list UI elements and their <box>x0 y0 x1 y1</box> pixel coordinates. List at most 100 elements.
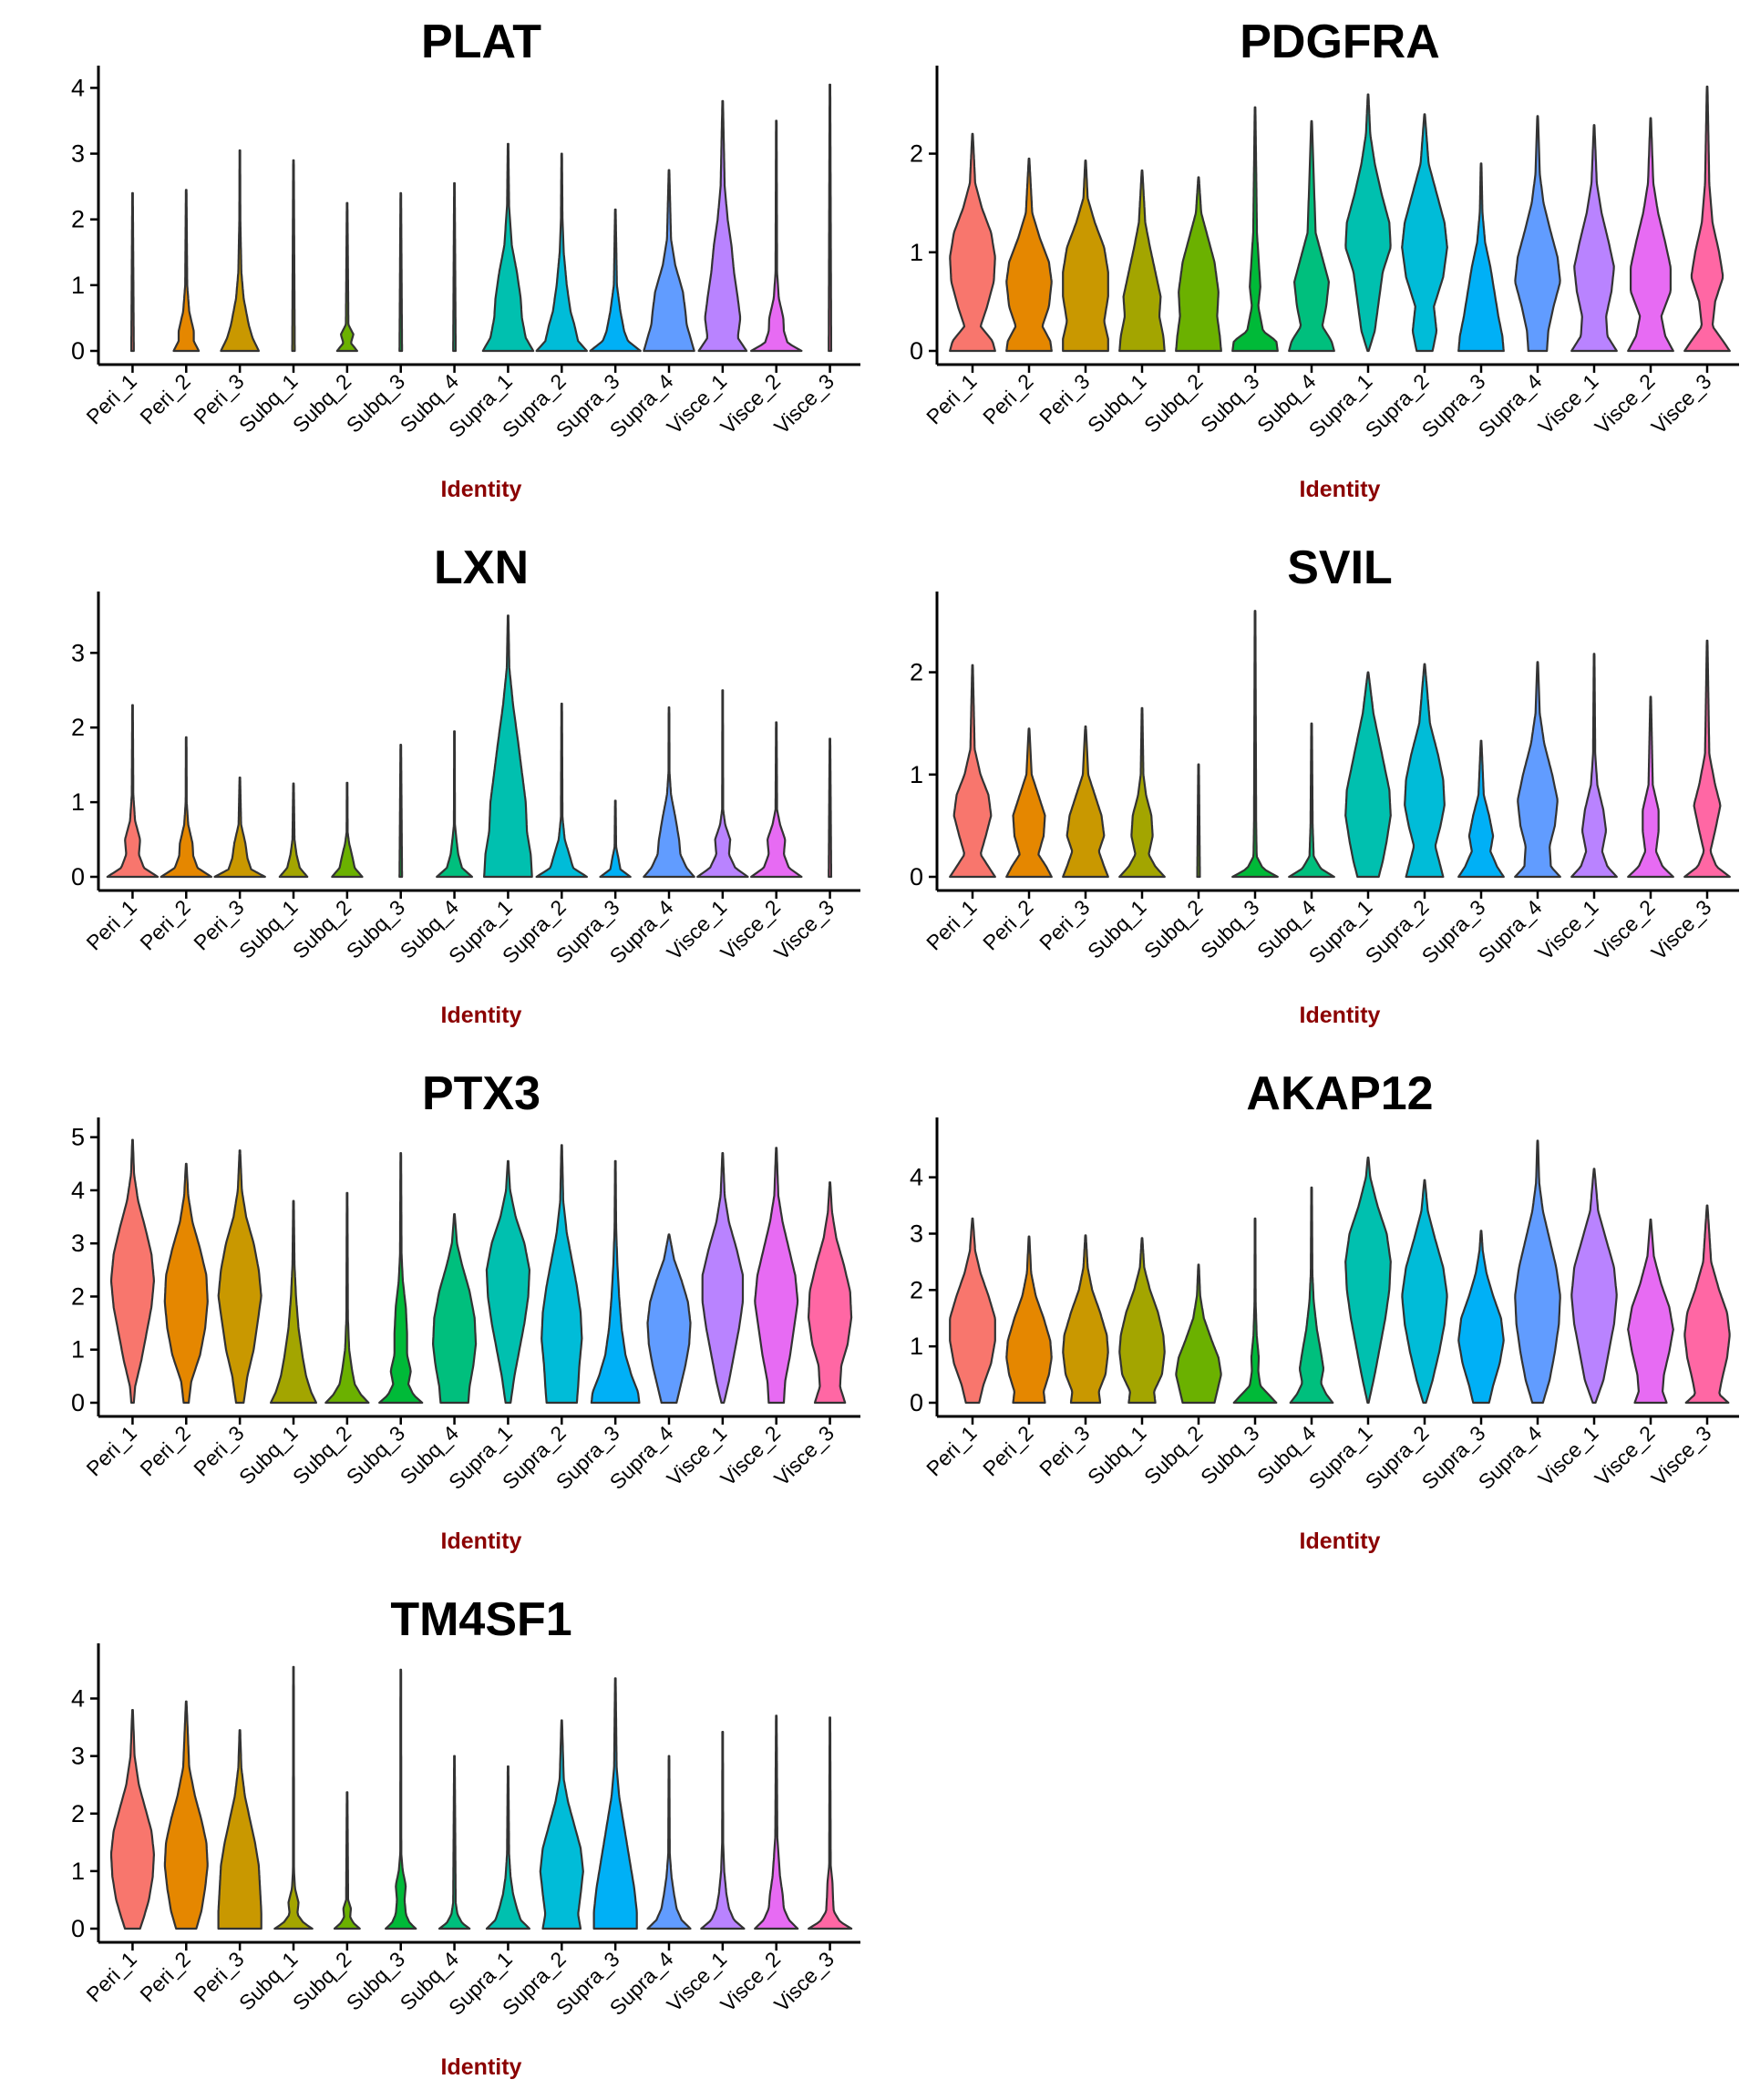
violin-subq-3 <box>398 191 404 353</box>
violin-peri-2 <box>163 1700 209 1930</box>
violin-visce-1 <box>1570 653 1618 879</box>
violin-visce-2 <box>754 1714 799 1930</box>
y-tick-label: 1 <box>910 239 923 266</box>
violin-supra-4 <box>643 169 695 353</box>
violin-peri-2 <box>1005 157 1053 353</box>
violin-visce-2 <box>1627 695 1674 879</box>
y-tick-label: 4 <box>71 74 85 101</box>
violin-subq-3 <box>398 744 404 879</box>
violin-supra-2 <box>1401 1179 1448 1405</box>
y-tick-label: 3 <box>71 639 85 666</box>
violin-subq-4 <box>432 1213 478 1405</box>
violin-visce-3 <box>1683 85 1731 353</box>
violin-subq-2 <box>1196 763 1201 879</box>
violin-subq-4 <box>1288 722 1335 879</box>
violin-peri-1 <box>949 132 996 353</box>
violin-supra-2 <box>1404 663 1446 879</box>
violin-subq-3 <box>1231 610 1279 879</box>
panel-title: PTX3 <box>422 1067 540 1120</box>
y-tick-label: 0 <box>71 1915 85 1942</box>
violin-visce-2 <box>750 119 803 353</box>
y-tick-label: 0 <box>910 337 923 365</box>
y-tick-label: 1 <box>910 1333 923 1360</box>
violin-supra-4 <box>643 706 695 879</box>
violin-peri-3 <box>217 1149 262 1405</box>
panel-title: PLAT <box>421 15 541 68</box>
violin-subq-4 <box>438 1755 471 1930</box>
y-tick-label: 2 <box>910 659 923 686</box>
y-tick-label: 1 <box>71 1336 85 1364</box>
violin-peri-2 <box>172 189 201 353</box>
violin-supra-1 <box>1344 93 1392 353</box>
violin-subq-3 <box>378 1152 424 1405</box>
violin-subq-1 <box>1118 169 1166 353</box>
y-tick-label: 1 <box>910 761 923 788</box>
violin-subq-4 <box>436 730 473 879</box>
y-tick-label: 2 <box>71 206 85 233</box>
violin-subq-3 <box>1231 106 1279 353</box>
violin-subq-1 <box>291 159 296 353</box>
violin-subq-1 <box>270 1199 317 1405</box>
violin-supra-3 <box>589 208 642 353</box>
y-tick-label: 1 <box>71 788 85 816</box>
x-axis-title: Identity <box>1300 1529 1381 1554</box>
x-axis-title: Identity <box>441 1529 522 1554</box>
violin-visce-1 <box>1570 1168 1618 1405</box>
violin-supra-1 <box>483 614 533 879</box>
violin-supra-4 <box>1514 661 1561 879</box>
violin-supra-2 <box>540 1144 583 1405</box>
y-tick-label: 2 <box>910 140 923 168</box>
violin-peri-2 <box>1005 1235 1053 1405</box>
violin-visce-1 <box>697 99 748 353</box>
violin-supra-4 <box>1514 1139 1561 1405</box>
violin-subq-1 <box>273 1665 314 1930</box>
violin-supra-4 <box>646 1233 692 1405</box>
violin-subq-1 <box>278 782 309 879</box>
y-tick-label: 0 <box>71 1389 85 1416</box>
violin-supra-2 <box>1401 113 1448 353</box>
y-tick-label: 3 <box>71 1230 85 1257</box>
violin-peri-2 <box>160 736 212 879</box>
panel-title: SVIL <box>1287 541 1393 594</box>
violin-subq-2 <box>1175 1263 1222 1405</box>
violin-supra-1 <box>1344 671 1392 879</box>
violin-peri-3 <box>213 777 266 879</box>
violin-visce-3 <box>1683 1204 1731 1405</box>
violin-supra-2 <box>539 1719 584 1930</box>
x-axis-title: Identity <box>441 2054 522 2080</box>
violin-subq-4 <box>1289 1186 1334 1405</box>
violin-peri-1 <box>109 1138 155 1405</box>
violin-supra-4 <box>1514 115 1561 353</box>
violin-visce-3 <box>1683 639 1731 879</box>
panel-title: PDGFRA <box>1240 15 1440 68</box>
violin-peri-3 <box>217 1729 262 1930</box>
violin-visce-2 <box>1627 1218 1674 1405</box>
violin-supra-3 <box>1457 739 1505 879</box>
violin-supra-1 <box>481 142 535 353</box>
x-axis-title: Identity <box>441 1003 522 1028</box>
violin-peri-3 <box>1062 725 1109 879</box>
violin-supra-1 <box>485 1765 530 1930</box>
violin-supra-3 <box>599 799 632 879</box>
violin-peri-1 <box>129 191 135 353</box>
panel-title: LXN <box>434 541 529 594</box>
y-tick-label: 2 <box>71 714 85 741</box>
violin-peri-1 <box>949 1217 996 1405</box>
y-tick-label: 4 <box>71 1685 85 1713</box>
violin-subq-1 <box>1118 706 1166 879</box>
y-tick-label: 0 <box>910 863 923 890</box>
violin-peri-2 <box>163 1162 209 1405</box>
violin-visce-2 <box>1627 117 1674 353</box>
y-tick-label: 2 <box>71 1800 85 1827</box>
y-tick-label: 4 <box>910 1164 923 1191</box>
violin-subq-2 <box>335 201 358 353</box>
violin-visce-1 <box>696 689 749 879</box>
violin-peri-1 <box>949 664 996 879</box>
violin-peri-1 <box>109 1709 155 1930</box>
y-tick-label: 4 <box>71 1177 85 1204</box>
violin-visce-1 <box>1570 124 1618 353</box>
violin-visce-1 <box>700 1731 746 1930</box>
x-axis-title: Identity <box>1300 477 1381 502</box>
y-tick-label: 3 <box>71 140 85 168</box>
